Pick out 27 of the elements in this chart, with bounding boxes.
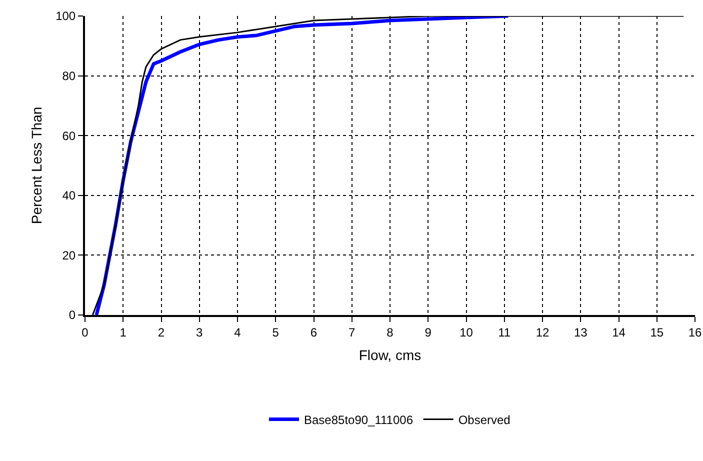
y-tick-label: 80 — [62, 69, 76, 83]
x-tick-label: 8 — [386, 325, 394, 340]
x-tick-label: 2 — [158, 325, 165, 340]
x-tick-label: 15 — [650, 325, 664, 340]
x-tick-label: 1 — [120, 325, 127, 340]
x-tick-label: 4 — [234, 325, 242, 340]
y-tick-label: 40 — [62, 188, 76, 203]
x-tick-label: 16 — [688, 325, 702, 340]
x-tick-label: 6 — [310, 325, 318, 340]
x-tick-label: 7 — [348, 325, 356, 340]
x-tick-label: 13 — [574, 325, 588, 340]
y-axis-title: Percent Less Than — [28, 106, 45, 224]
x-axis-title: Flow, cms — [358, 347, 422, 364]
legend-label: Base85to90_111006 — [304, 412, 414, 427]
y-tick-label: 100 — [56, 9, 76, 24]
x-tick-label: 12 — [536, 325, 550, 340]
x-tick-label: 14 — [612, 325, 626, 340]
x-tick-label: 10 — [460, 325, 474, 340]
x-tick-label: 0 — [82, 325, 89, 340]
y-tick-label: 60 — [62, 128, 76, 143]
legend-label: Observed — [458, 412, 510, 427]
y-tick-label: 0 — [68, 308, 76, 322]
x-tick-label: 5 — [272, 325, 280, 340]
x-tick-label: 9 — [424, 325, 432, 340]
x-tick-label: 11 — [498, 325, 511, 340]
x-tick-label: 3 — [196, 325, 204, 340]
y-tick-label: 20 — [62, 248, 76, 262]
